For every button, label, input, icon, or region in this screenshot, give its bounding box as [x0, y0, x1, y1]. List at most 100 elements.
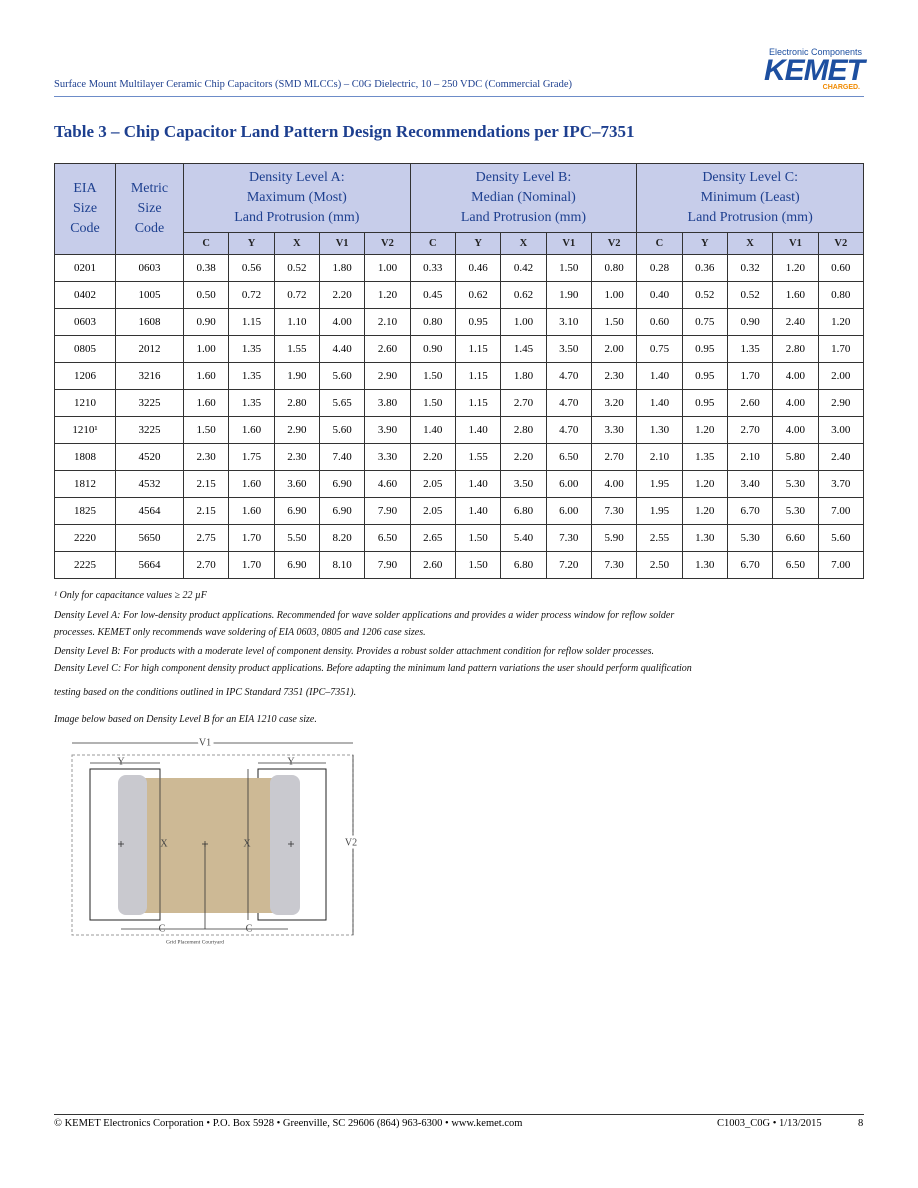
cell: 2.10 — [636, 443, 683, 471]
cell: 1.15 — [228, 308, 275, 336]
cell: 1.00 — [590, 281, 638, 309]
cell: 7.40 — [318, 443, 366, 471]
cell: 1.50 — [454, 551, 502, 579]
note: Density Level A: For low-density product… — [54, 610, 675, 621]
cell: 7.20 — [545, 551, 592, 579]
cell: 1.35 — [726, 335, 774, 363]
cell: 2.80 — [273, 389, 320, 417]
cell: 0805 — [54, 335, 116, 363]
cell: 1.30 — [636, 416, 683, 444]
cell: 1.55 — [454, 443, 502, 471]
cell: 7.90 — [364, 551, 411, 579]
cell: 5.65 — [318, 389, 366, 417]
cell: 0.80 — [817, 281, 865, 309]
cell: 1.45 — [500, 335, 547, 363]
cell: 0.80 — [409, 308, 456, 336]
cell: 2.90 — [817, 389, 865, 417]
cell: 6.50 — [772, 551, 819, 579]
data-row: 1206 3216 1.60 1.35 1.90 5.60 2.90 1.50 1.15 1.80… — [54, 362, 865, 390]
cell: 4.00 — [772, 416, 819, 444]
cell: 6.90 — [318, 470, 366, 498]
cell: 6.70 — [726, 497, 774, 525]
cell: 4.00 — [318, 308, 366, 336]
data-row: 0201 0603 0.38 0.56 0.52 1.80 1.00 0.33 0.46 0.42… — [54, 254, 865, 282]
cell: 0.60 — [817, 254, 865, 282]
cell: 1.30 — [681, 551, 728, 579]
cell: 5.60 — [318, 416, 366, 444]
cell: 3.50 — [500, 470, 547, 498]
cell: 7.00 — [817, 551, 865, 579]
cell: 2.10 — [364, 308, 411, 336]
cell: 5.40 — [500, 524, 547, 552]
cell: 5.50 — [273, 524, 320, 552]
cell: 1.70 — [817, 335, 865, 363]
subhead: V1 — [772, 232, 819, 255]
note: Density Level B: For products with a mod… — [54, 646, 655, 657]
cell: 1005 — [115, 281, 184, 309]
cell: 1.35 — [228, 389, 275, 417]
subhead: V1 — [545, 232, 592, 255]
cell: 1.70 — [726, 362, 774, 390]
note: Image below based on Density Level B for… — [54, 714, 317, 725]
cell: 1.80 — [500, 362, 547, 390]
cell: 1.20 — [681, 416, 728, 444]
cell: 0.62 — [500, 281, 547, 309]
cell: 1.50 — [409, 389, 456, 417]
cell: 8.20 — [318, 524, 366, 552]
brand: KEMET — [764, 54, 865, 87]
cell: 0.75 — [681, 308, 728, 336]
cell: 3.30 — [364, 443, 411, 471]
cell: 1.95 — [636, 497, 683, 525]
cell: 1.40 — [454, 416, 502, 444]
cell: 2.80 — [500, 416, 547, 444]
cell: 5.60 — [318, 362, 366, 390]
cell: 1206 — [54, 362, 116, 390]
cell: 0.33 — [409, 254, 456, 282]
cell: 4.00 — [772, 362, 819, 390]
cell: 0402 — [54, 281, 116, 309]
data-row: 2225 5664 2.70 1.70 6.90 8.10 7.90 2.60 1.50 6.80… — [54, 551, 865, 579]
cell: 2.90 — [364, 362, 411, 390]
subhead: X — [273, 232, 320, 255]
cell: 2.20 — [409, 443, 456, 471]
cell: 1.30 — [681, 524, 728, 552]
cell: 0603 — [54, 308, 116, 336]
cell: 2.90 — [273, 416, 320, 444]
v1-label: V1 — [199, 737, 211, 748]
cell: 5.30 — [772, 497, 819, 525]
header-rule — [54, 96, 864, 97]
cell: 2.80 — [772, 335, 819, 363]
cell: 2.20 — [500, 443, 547, 471]
cell: 2220 — [54, 524, 116, 552]
cell: 1.40 — [409, 416, 456, 444]
cell: 2.20 — [318, 281, 366, 309]
data-row: 1210¹ 3225 1.50 1.60 2.90 5.60 3.90 1.40 1.40 2.8… — [54, 416, 865, 444]
tagline: CHARGED. — [822, 84, 860, 91]
cell: 1808 — [54, 443, 116, 471]
cell: 0.36 — [681, 254, 728, 282]
group-head: Density Level B: Median (Nominal) Land Pro… — [409, 163, 638, 233]
subhead: C — [409, 232, 456, 255]
cell: 0.40 — [636, 281, 683, 309]
data-row: 1210 3225 1.60 1.35 2.80 5.65 3.80 1.50 1.15 2.70… — [54, 389, 865, 417]
cell: 0.95 — [681, 389, 728, 417]
cell: 3.40 — [726, 470, 774, 498]
cell: 0.52 — [681, 281, 728, 309]
cell: 5.90 — [590, 524, 638, 552]
head-line: Density Level C: — [702, 170, 798, 185]
cell: 4564 — [115, 497, 184, 525]
head-line: Maximum (Most) — [246, 190, 347, 205]
head-line: Code — [70, 221, 100, 236]
cell: 1.40 — [454, 497, 502, 525]
subhead: Y — [681, 232, 728, 255]
subhead: X — [726, 232, 774, 255]
cell: 3.00 — [817, 416, 865, 444]
cell: 0.52 — [273, 254, 320, 282]
cell: 2.55 — [636, 524, 683, 552]
cell: 5664 — [115, 551, 184, 579]
note: processes. KEMET only recommends wave so… — [54, 627, 426, 638]
column-head: EIA Size Code — [54, 163, 116, 255]
subhead: C — [636, 232, 683, 255]
cell: 1.90 — [273, 362, 320, 390]
cell: 0.56 — [228, 254, 275, 282]
